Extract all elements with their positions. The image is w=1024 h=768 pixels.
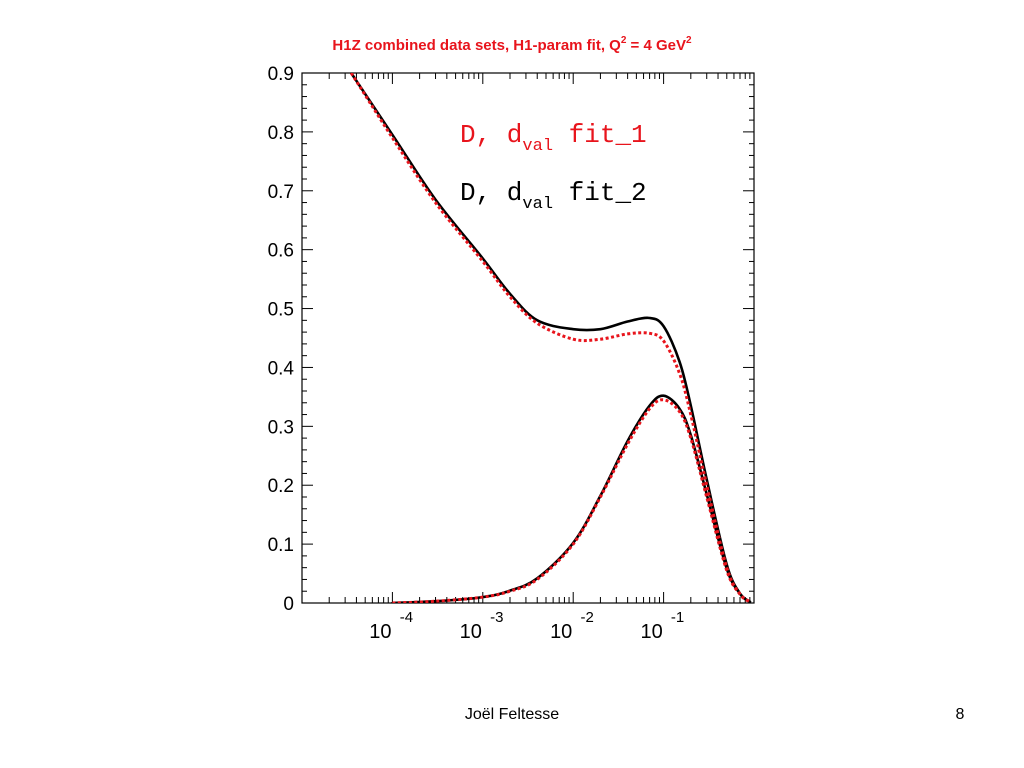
y-tick-label: 0.7: [268, 182, 294, 203]
title-gev-exponent: 2: [686, 35, 692, 46]
x-tick-exponent: -1: [671, 609, 684, 626]
y-tick-label: 0.5: [268, 300, 294, 321]
legend-entry-fit-2: D, dval fit_2: [460, 178, 647, 214]
x-tick-exponent: -4: [400, 609, 413, 626]
title-q-exponent: 2: [621, 35, 627, 46]
y-tick-label: 0.1: [268, 535, 294, 556]
x-tick-exponent: -2: [581, 609, 594, 626]
y-tick-label: 0.6: [268, 241, 294, 262]
series-line-fit_1-upper: [349, 73, 751, 603]
x-tick-label: 10: [640, 621, 662, 643]
footer-author: Joël Feltesse: [464, 706, 560, 723]
y-tick-label: 0.8: [268, 123, 294, 144]
chart-title: H1Z combined data sets, H1-param fit, Q2…: [332, 35, 692, 54]
x-tick-label: 10: [369, 621, 391, 643]
page-number: 8: [955, 706, 965, 723]
plot-curves: [349, 73, 752, 603]
y-tick-label: 0.3: [268, 417, 294, 438]
chart: H1Z combined data sets, H1-param fit, Q2…: [268, 35, 755, 643]
legend: D, dval fit_1 D, dval fit_2: [460, 120, 647, 214]
x-tick-label: 10: [460, 621, 482, 643]
y-tick-label: 0: [283, 594, 294, 615]
y-tick-label: 0.9: [268, 64, 294, 85]
y-axis: 0 0.1 0.2 0.3 0.4 0.5 0.6 0.7 0.8 0.9: [268, 64, 754, 615]
legend-entry-fit-1: D, dval fit_1: [460, 120, 647, 156]
y-tick-label: 0.2: [268, 476, 294, 497]
x-tick-label: 10: [550, 621, 572, 643]
x-tick-exponent: -3: [490, 609, 503, 626]
x-axis: 10 -4 10 -3 10 -2 10 -1: [301, 73, 755, 643]
series-line-fit_1-lower: [392, 398, 751, 603]
y-tick-label: 0.4: [268, 358, 295, 379]
plot-frame: [301, 72, 755, 604]
